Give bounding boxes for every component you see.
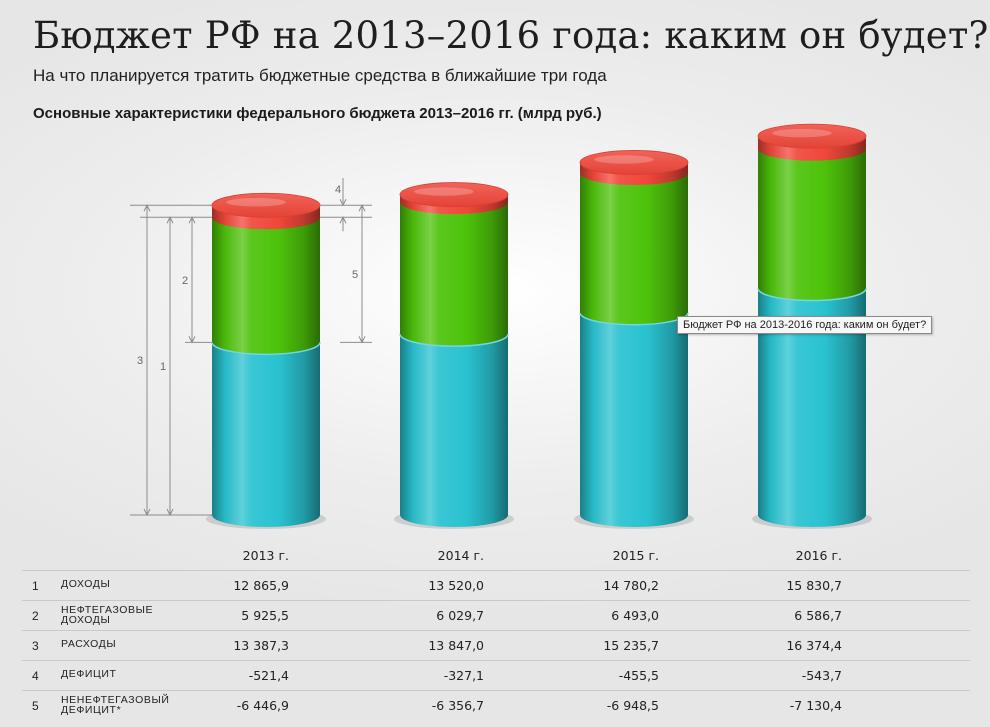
dimension-nonoilgas-deficit-arrow-top bbox=[358, 204, 366, 212]
dimension-income-arrow-top bbox=[166, 216, 174, 224]
row-number: 5 bbox=[32, 699, 39, 713]
segment-seam-2014 bbox=[399, 333, 509, 347]
page-title: Бюджет РФ на 2013–2016 года: каким он бу… bbox=[33, 14, 989, 57]
year-header-2015: 2015 г. bbox=[612, 548, 659, 563]
row-label: доходы bbox=[61, 578, 111, 590]
table-row: 5 ненефтегазовый дефицит* -6 446,9 -6 35… bbox=[22, 690, 970, 720]
table-cell: -521,4 bbox=[248, 668, 289, 683]
table-cell: -6 356,7 bbox=[431, 698, 484, 713]
dimension-income-arrow-bottom bbox=[166, 508, 174, 517]
chart-tooltip: Бюджет РФ на 2013-2016 года: каким он бу… bbox=[677, 316, 933, 334]
row-label: нефтегазовые доходы bbox=[61, 604, 154, 626]
table-cell: 13 387,3 bbox=[233, 638, 289, 653]
row-label: дефицит bbox=[61, 668, 117, 680]
table-cell: 15 830,7 bbox=[786, 578, 842, 593]
row-number: 1 bbox=[32, 579, 39, 593]
table-cell: 13 520,0 bbox=[428, 578, 484, 593]
row-number: 3 bbox=[32, 639, 39, 653]
table-cell: -7 130,4 bbox=[789, 698, 842, 713]
table-cell: 14 780,2 bbox=[603, 578, 659, 593]
dimension-deficit-arrow-top bbox=[339, 198, 347, 207]
row-label: ненефтегазовый дефицит* bbox=[61, 694, 170, 716]
segment-seam-2016 bbox=[757, 288, 867, 302]
year-header-2016: 2016 г. bbox=[795, 548, 842, 563]
oilgas-income-segment-2015 bbox=[580, 312, 688, 527]
cap-highlight-2015 bbox=[594, 155, 654, 164]
row-number: 2 bbox=[32, 609, 39, 623]
dimension-deficit-arrow-bottom bbox=[339, 216, 347, 224]
table-cell: -6 948,5 bbox=[606, 698, 659, 713]
table-cell: 6 586,7 bbox=[794, 608, 842, 623]
budget-cylinder-chart: 3 1 2 4 5 bbox=[130, 123, 872, 529]
cylinder-cap-2014 bbox=[399, 182, 509, 207]
budget-table: 2013 г. 2014 г. 2015 г. 2016 г. 1 доходы… bbox=[22, 540, 970, 720]
dimension-income-number: 1 bbox=[160, 361, 166, 373]
dimension-annotations: 3 1 2 4 5 bbox=[130, 178, 372, 517]
year-header-2014: 2014 г. bbox=[437, 548, 484, 563]
cap-highlight-2014 bbox=[414, 187, 474, 196]
table-cell: 16 374,4 bbox=[786, 638, 842, 653]
table-cell: 13 847,0 bbox=[428, 638, 484, 653]
cap-highlight-2013 bbox=[226, 198, 286, 207]
table-cell: -327,1 bbox=[443, 668, 484, 683]
table-header: 2013 г. 2014 г. 2015 г. 2016 г. bbox=[22, 540, 970, 570]
table-cell: 15 235,7 bbox=[603, 638, 659, 653]
dimension-expenditure-number: 3 bbox=[137, 355, 143, 367]
dimension-non-oilgas-arrow-bottom bbox=[188, 336, 196, 344]
oilgas-income-segment-2016 bbox=[758, 288, 866, 527]
page-subtitle: На что планируется тратить бюджетные сре… bbox=[33, 66, 607, 85]
row-label: расходы bbox=[61, 638, 117, 650]
cylinder-cap-2016 bbox=[757, 123, 867, 149]
table-cell: 6 493,0 bbox=[611, 608, 659, 623]
table-cell: -543,7 bbox=[801, 668, 842, 683]
cylinder-cap-2013 bbox=[211, 192, 321, 218]
dimension-nonoilgas-deficit-arrow-bottom bbox=[358, 336, 366, 344]
dimension-expenditure-arrow-bottom bbox=[143, 508, 151, 517]
oilgas-income-segment-2013 bbox=[212, 342, 320, 527]
cylinder-bars bbox=[206, 123, 872, 529]
dimension-non-oilgas-number: 2 bbox=[182, 275, 188, 287]
dimension-non-oilgas-arrow-top bbox=[188, 216, 196, 224]
table-row: 2 нефтегазовые доходы 5 925,5 6 029,7 6 … bbox=[22, 600, 970, 630]
year-header-2013: 2013 г. bbox=[242, 548, 289, 563]
non-oilgas-income-segment-2015 bbox=[580, 172, 688, 325]
table-cell: 6 029,7 bbox=[436, 608, 484, 623]
table-cell: -6 446,9 bbox=[236, 698, 289, 713]
table-cell: 12 865,9 bbox=[233, 578, 289, 593]
table-row: 1 доходы 12 865,9 13 520,0 14 780,2 15 8… bbox=[22, 570, 970, 600]
non-oilgas-income-segment-2013 bbox=[212, 217, 320, 355]
non-oilgas-income-segment-2014 bbox=[400, 202, 508, 347]
oilgas-income-segment-2014 bbox=[400, 334, 508, 527]
table-row: 3 расходы 13 387,3 13 847,0 15 235,7 16 … bbox=[22, 630, 970, 660]
chart-title: Основные характеристики федерального бюд… bbox=[33, 105, 602, 122]
dimension-nonoilgas-deficit-number: 5 bbox=[352, 269, 358, 281]
table-cell: -455,5 bbox=[618, 668, 659, 683]
table-cell: 5 925,5 bbox=[241, 608, 289, 623]
dimension-deficit-number: 4 bbox=[335, 184, 341, 196]
row-number: 4 bbox=[32, 669, 39, 683]
dimension-expenditure-arrow-top bbox=[143, 204, 151, 212]
non-oilgas-income-segment-2016 bbox=[758, 148, 866, 301]
table-row: 4 дефицит -521,4 -327,1 -455,5 -543,7 bbox=[22, 660, 970, 690]
cylinder-cap-2015 bbox=[579, 150, 689, 175]
cap-highlight-2016 bbox=[772, 128, 832, 138]
segment-seam-2013 bbox=[211, 342, 321, 356]
